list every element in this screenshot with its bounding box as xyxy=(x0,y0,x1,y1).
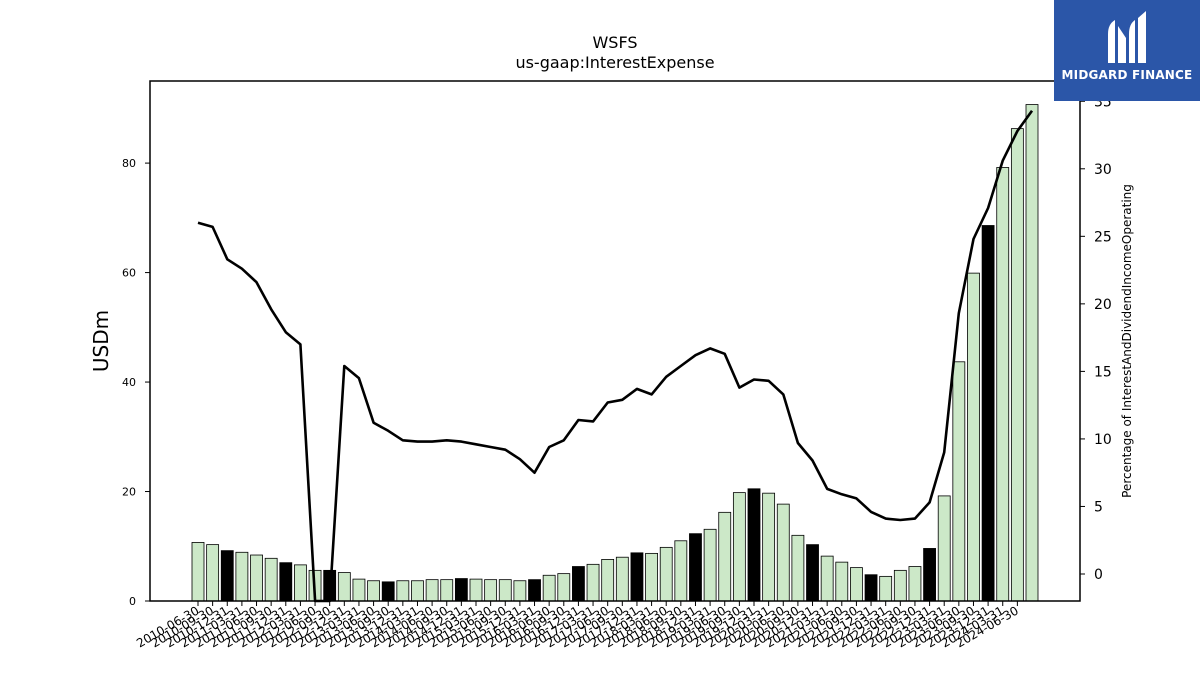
bar xyxy=(937,495,951,602)
y-tick-label: 40 xyxy=(122,376,136,389)
bar xyxy=(689,533,702,602)
logo-text: MIDGARD FINANCE xyxy=(1061,68,1193,82)
bar xyxy=(791,534,805,602)
bar xyxy=(206,544,220,602)
bar xyxy=(806,544,819,602)
bar xyxy=(776,503,790,602)
bar xyxy=(469,578,483,602)
bar xyxy=(952,361,966,602)
bar xyxy=(294,564,307,602)
bar xyxy=(923,548,936,602)
bar xyxy=(659,546,673,602)
bar xyxy=(645,552,658,602)
bar xyxy=(981,225,995,602)
bar xyxy=(718,511,732,602)
bar-series xyxy=(191,104,1039,602)
bar xyxy=(864,574,878,602)
y-tick-label: 20 xyxy=(122,486,136,499)
bar xyxy=(732,492,746,602)
bar xyxy=(615,556,629,602)
bar xyxy=(557,573,571,602)
y2-tick-label: 0 xyxy=(1094,567,1103,583)
bar xyxy=(586,563,600,602)
y2-tick-label: 5 xyxy=(1094,499,1103,515)
bar xyxy=(337,572,351,602)
y2-tick-label: 20 xyxy=(1094,297,1112,313)
y2-tick-label: 15 xyxy=(1094,364,1112,380)
y-tick-label: 60 xyxy=(122,267,136,280)
plot-frame xyxy=(149,80,1081,602)
bar xyxy=(747,488,761,602)
chart-title: WSFS xyxy=(592,33,637,52)
series-line xyxy=(197,109,1034,603)
bar xyxy=(542,574,556,602)
bar xyxy=(908,566,922,602)
bar xyxy=(820,555,834,602)
bar xyxy=(572,566,585,602)
bar xyxy=(601,559,615,602)
y-axis-label-left: USDm xyxy=(89,310,113,372)
bar xyxy=(1010,128,1024,602)
bar xyxy=(352,578,366,602)
bar xyxy=(835,561,849,602)
bar xyxy=(850,567,863,602)
line-series xyxy=(197,109,1034,603)
chart-subtitle: us-gaap:InterestExpense xyxy=(515,53,714,72)
bar xyxy=(513,580,527,602)
bar xyxy=(396,580,410,602)
bar xyxy=(381,581,395,602)
bar xyxy=(425,579,439,602)
bar xyxy=(893,569,907,602)
y-tick-label: 0 xyxy=(129,595,136,608)
bar xyxy=(250,554,263,602)
y2-tick-label: 10 xyxy=(1094,432,1112,448)
bar xyxy=(220,550,234,602)
y2-tick-label: 30 xyxy=(1094,162,1112,178)
bar xyxy=(279,562,293,602)
bar xyxy=(967,272,980,602)
bar xyxy=(674,540,688,602)
bar xyxy=(440,579,454,602)
bar xyxy=(498,579,512,602)
y-tick-label: 80 xyxy=(122,157,136,170)
bar xyxy=(191,542,205,602)
bar xyxy=(454,578,468,602)
bar xyxy=(484,579,498,602)
left-y-axis: 0 20 40 60 80 xyxy=(122,157,150,608)
bar xyxy=(630,552,644,602)
bar xyxy=(367,580,380,602)
midgard-finance-logo: MIDGARD FINANCE xyxy=(1054,0,1200,101)
bar xyxy=(1025,104,1039,602)
bar xyxy=(703,528,717,602)
midgard-m-logo-icon xyxy=(1108,11,1146,63)
x-axis: 2010-06-302010-09-302010-12-312011-03-31… xyxy=(134,601,1021,650)
bar xyxy=(879,575,893,602)
bar xyxy=(996,167,1010,602)
bar xyxy=(528,579,541,602)
y2-tick-label: 25 xyxy=(1094,229,1112,245)
bar xyxy=(762,492,776,602)
y-axis-label-right: Percentage of InterestAndDividendIncomeO… xyxy=(1120,184,1134,498)
bar xyxy=(264,557,278,602)
bar xyxy=(235,551,249,602)
bar xyxy=(411,580,424,602)
